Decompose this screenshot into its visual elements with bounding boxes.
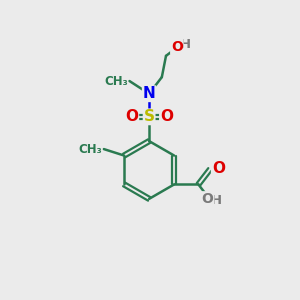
Text: O: O [212, 161, 225, 176]
Text: H: H [211, 194, 222, 207]
Text: CH₃: CH₃ [78, 142, 102, 156]
Text: H: H [180, 38, 191, 51]
Text: O: O [160, 109, 173, 124]
Text: CH₃: CH₃ [104, 74, 128, 88]
Text: S: S [144, 109, 154, 124]
Text: O: O [125, 109, 138, 124]
Text: O: O [171, 40, 183, 54]
Text: N: N [143, 86, 155, 101]
Text: O: O [202, 192, 214, 206]
